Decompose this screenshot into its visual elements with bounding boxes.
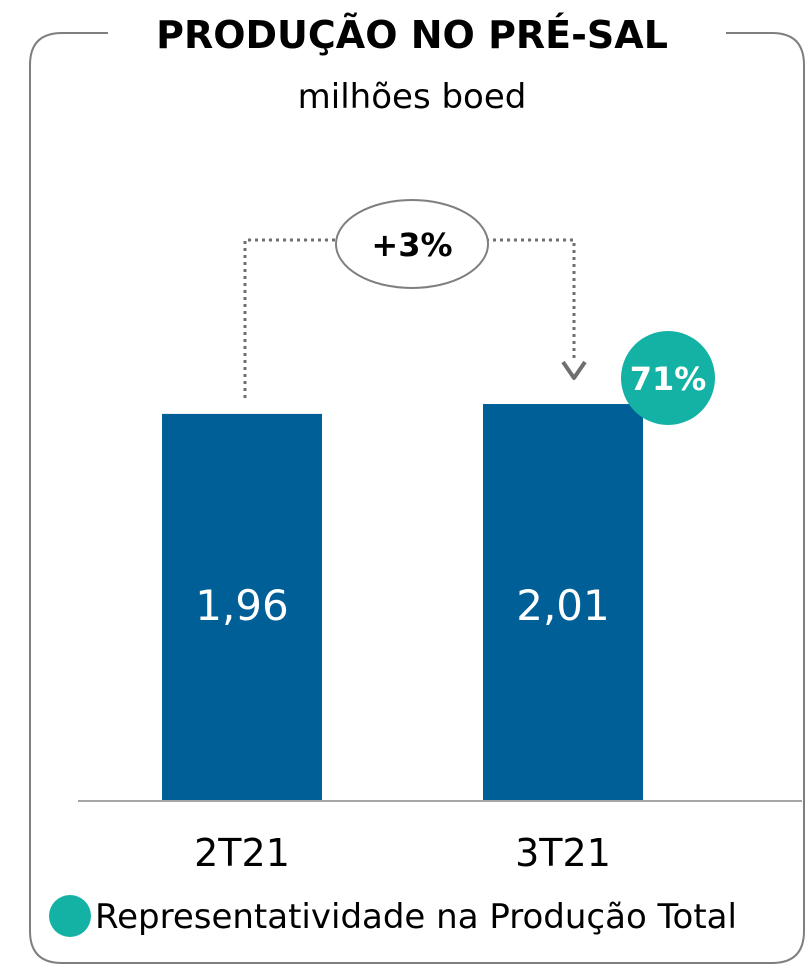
change-bubble — [335, 199, 489, 289]
chart-frame — [29, 32, 805, 964]
connector-line-right — [486, 238, 576, 360]
bar-3t21 — [483, 404, 643, 801]
change-connector: +3% — [243, 199, 587, 398]
share-badge-label: 71% — [630, 360, 707, 398]
chart-subtitle: milhões boed — [298, 77, 527, 117]
share-badge-circle — [621, 331, 715, 425]
x-tick-label: 3T21 — [515, 831, 611, 875]
change-label: +3% — [371, 226, 452, 264]
connector-line — [243, 238, 340, 398]
frame-left-part — [29, 32, 805, 964]
bar-value-label: 1,96 — [195, 581, 289, 630]
bars-group: 1,96 2T21 2,01 3T21 — [162, 404, 643, 875]
chart-title: PRODUÇÃO NO PRÉ-SAL — [156, 13, 668, 57]
arrow-down-icon — [561, 360, 587, 380]
bar-2t21 — [162, 413, 322, 801]
legend: Representatividade na Produção Total — [49, 895, 737, 937]
bar-value-label: 2,01 — [516, 581, 610, 630]
share-badge: 71% — [621, 331, 715, 425]
legend-marker — [49, 895, 91, 937]
x-tick-label: 2T21 — [194, 831, 290, 875]
legend-label: Representatividade na Produção Total — [95, 897, 737, 937]
